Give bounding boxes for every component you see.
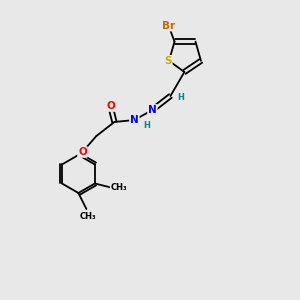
Text: N: N <box>130 115 139 125</box>
Text: H: H <box>177 94 184 103</box>
Text: H: H <box>143 122 150 130</box>
Text: N: N <box>148 105 157 115</box>
Text: O: O <box>106 101 115 111</box>
Text: Br: Br <box>162 21 175 31</box>
Text: S: S <box>164 56 172 66</box>
Text: O: O <box>78 147 87 157</box>
Text: CH₃: CH₃ <box>110 183 127 192</box>
Text: CH₃: CH₃ <box>80 212 97 221</box>
